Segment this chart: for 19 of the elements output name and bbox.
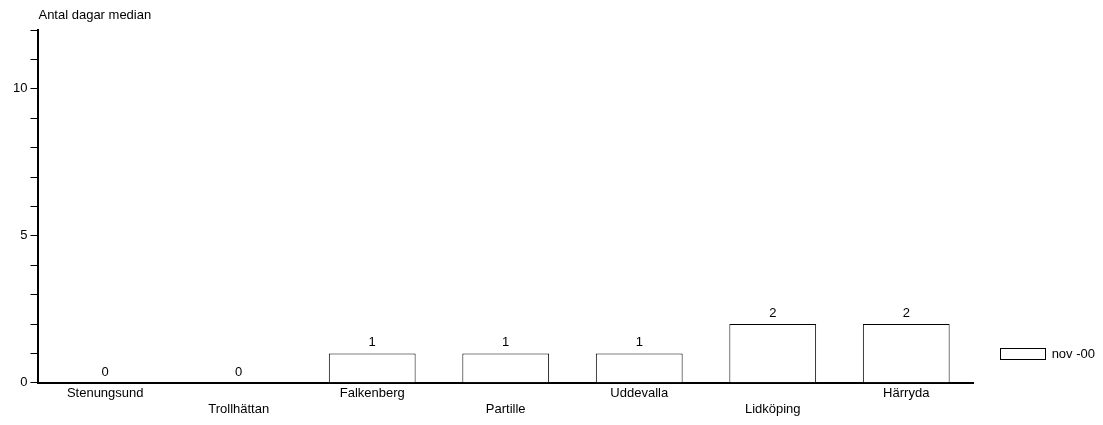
data-label: 1 bbox=[635, 334, 643, 350]
x-tick-label: Falkenberg bbox=[339, 385, 405, 401]
y-tick-label: 5 bbox=[20, 227, 28, 243]
x-tick-label: Lidköping bbox=[744, 400, 801, 416]
y-axis-title: Antal dagar median bbox=[38, 7, 152, 23]
x-tick-label: Stenungsund bbox=[66, 385, 144, 401]
text: nov -00 bbox=[1051, 346, 1095, 361]
x-tick-label: Uddevalla bbox=[610, 385, 669, 401]
data-label: 0 bbox=[235, 363, 243, 379]
data-label: 2 bbox=[902, 305, 910, 321]
x-tick-label: Partille bbox=[485, 400, 526, 416]
x-tick-label: Härryda bbox=[883, 385, 931, 401]
y-tick-label: 10 bbox=[12, 80, 28, 96]
data-label: 0 bbox=[101, 363, 109, 379]
x-tick-label: Trollhättan bbox=[208, 400, 270, 416]
data-label: 1 bbox=[368, 334, 376, 350]
data-label: 2 bbox=[769, 305, 777, 321]
y-tick-label: 0 bbox=[20, 374, 28, 390]
data-label: 1 bbox=[502, 334, 510, 350]
